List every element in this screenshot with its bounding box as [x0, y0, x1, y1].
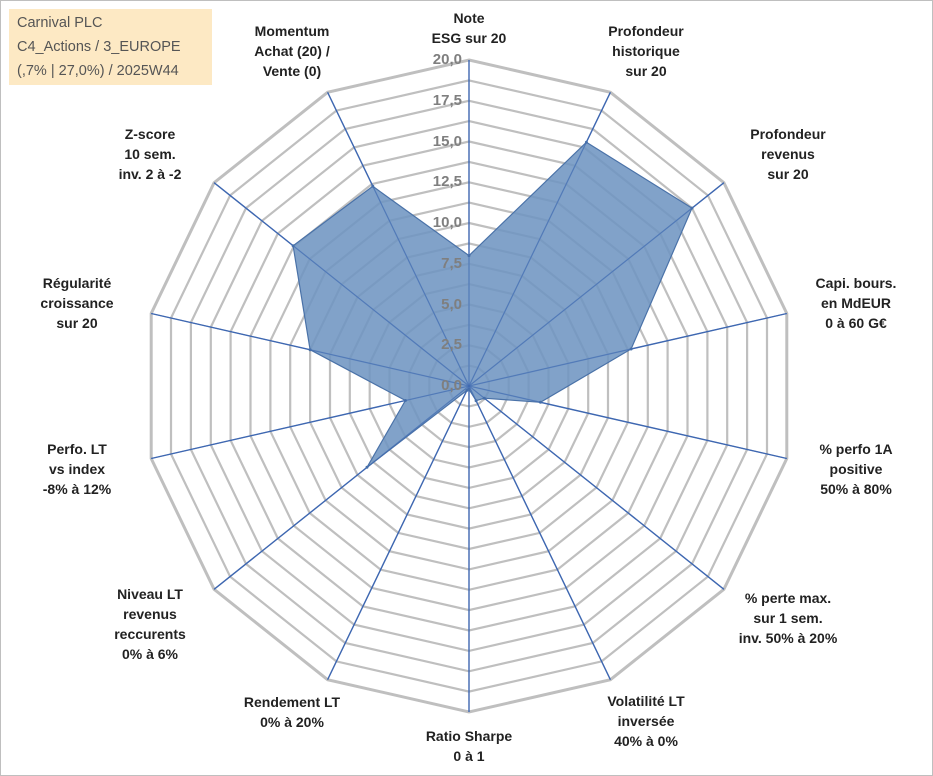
axis-label-line: Profondeur: [750, 126, 826, 143]
tick-label: 2,5: [441, 336, 462, 354]
axis-spoke-overlay: [468, 385, 725, 590]
axis-label-line: positive: [829, 460, 883, 477]
axis-label-line: historique: [612, 42, 680, 59]
info-category: C4_Actions / 3_EUROPE: [17, 39, 181, 55]
axis-spoke-overlay: [468, 385, 787, 459]
axis-label: Perfo. LT vs index -8% à 12%: [2, 439, 152, 499]
axis-label: Momentum Achat (20) / Vente (0): [217, 21, 367, 81]
info-stats: (,7% | 27,0%) / 2025W44: [17, 63, 179, 79]
axis-label-line: sur 20: [56, 315, 98, 332]
axis-label: Capi. bours. en MdEUR 0 à 60 G€: [781, 273, 931, 333]
info-box: Carnival PLC C4_Actions / 3_EUROPE (,7% …: [9, 9, 212, 85]
axis-label: Ratio Sharpe 0 à 1: [394, 726, 544, 766]
axis-spoke-overlay: [468, 313, 787, 387]
axis-spoke-overlay: [327, 92, 470, 387]
axis-label-line: vs index: [48, 460, 106, 477]
axis-label-line: Rendement LT: [243, 694, 341, 711]
tick-label: 17,5: [432, 91, 462, 109]
axis-label-line: Vente (0): [262, 62, 322, 79]
axis-label: Niveau LT revenus reccurents 0% à 6%: [75, 584, 225, 664]
radar-series: [151, 60, 787, 712]
tick-label: 10,0: [432, 214, 462, 231]
axis-label-line: Z-score: [124, 126, 176, 143]
info-company: Carnival PLC: [17, 15, 103, 31]
axis-label: % perte max. sur 1 sem. inv. 50% à 20%: [713, 588, 863, 648]
axis-label-line: 0 à 60 G€: [825, 315, 887, 332]
axis-label-line: Achat (20) /: [254, 42, 330, 59]
axis-label-line: Momentum: [254, 22, 330, 39]
axis-label: Note ESG sur 20: [394, 8, 544, 48]
tick-label: 5,0: [441, 295, 462, 313]
axis-spoke-overlay: [468, 385, 611, 680]
axis-label-line: en MdEUR: [821, 295, 891, 312]
axis-label-line: Capi. bours.: [815, 275, 897, 292]
axis-label-line: sur 1 sem.: [753, 609, 823, 626]
tick-label: 12,5: [432, 173, 462, 191]
tick-label: 15,0: [432, 132, 462, 150]
axis-label: % perfo 1A positive 50% à 80%: [781, 439, 931, 499]
axis-label-line: 0% à 20%: [260, 714, 324, 731]
axis-label-line: 10 sem.: [124, 146, 176, 163]
axis-label-line: croissance: [40, 295, 114, 312]
axis-label-line: inversée: [617, 713, 675, 730]
axis-spoke-overlay: [327, 385, 470, 680]
axis-label-line: inv. 2 à -2: [118, 166, 182, 183]
axis-label-line: % perfo 1A: [819, 440, 893, 457]
axis-label-line: % perte max.: [744, 589, 832, 606]
axis-spoke-overlay: [468, 92, 611, 387]
axis-label: Profondeur historique sur 20: [571, 21, 721, 81]
axis-label: Z-score 10 sem. inv. 2 à -2: [75, 124, 225, 184]
axis-label: Régularité croissance sur 20: [2, 273, 152, 333]
axis-label: Profondeur revenus sur 20: [713, 124, 863, 184]
axis-label-line: Niveau LT: [117, 586, 183, 603]
tick-label: 20,0: [432, 51, 462, 68]
axis-label-line: Volatilité LT: [607, 693, 685, 710]
axis-label-line: 0 à 1: [453, 748, 485, 764]
axis-label-line: 40% à 0%: [614, 733, 678, 750]
axis-spoke-overlay: [213, 182, 470, 387]
axis-label-line: Régularité: [42, 275, 112, 292]
axis-label-line: Perfo. LT: [47, 440, 107, 457]
axis-spoke-overlay: [151, 385, 470, 459]
axis-spoke-overlay: [213, 385, 470, 590]
axis-spoke-overlay: [468, 182, 725, 387]
axis-label-line: reccurents: [114, 626, 186, 643]
axis-label-line: -8% à 12%: [42, 480, 112, 497]
axis-spoke-overlay: [151, 313, 470, 387]
axis-label-line: revenus: [761, 146, 815, 163]
tick-label: 7,5: [441, 254, 462, 272]
axis-label: Rendement LT 0% à 20%: [217, 692, 367, 732]
axis-label-line: inv. 50% à 20%: [738, 629, 838, 646]
axis-label-line: Profondeur: [608, 22, 684, 39]
axis-label-line: 50% à 80%: [820, 480, 892, 497]
axis-label-line: Note: [453, 10, 485, 26]
axis-label-line: sur 20: [625, 62, 667, 79]
axis-label-line: revenus: [123, 606, 177, 623]
tick-label: 0,0: [441, 377, 462, 394]
axis-label-line: Ratio Sharpe: [425, 728, 513, 744]
axis-label-line: ESG sur 20: [431, 30, 507, 46]
axis-label-line: 0% à 6%: [121, 646, 179, 663]
axis-label-line: sur 20: [767, 166, 809, 183]
axis-label: Volatilité LT inversée 40% à 0%: [571, 691, 721, 751]
